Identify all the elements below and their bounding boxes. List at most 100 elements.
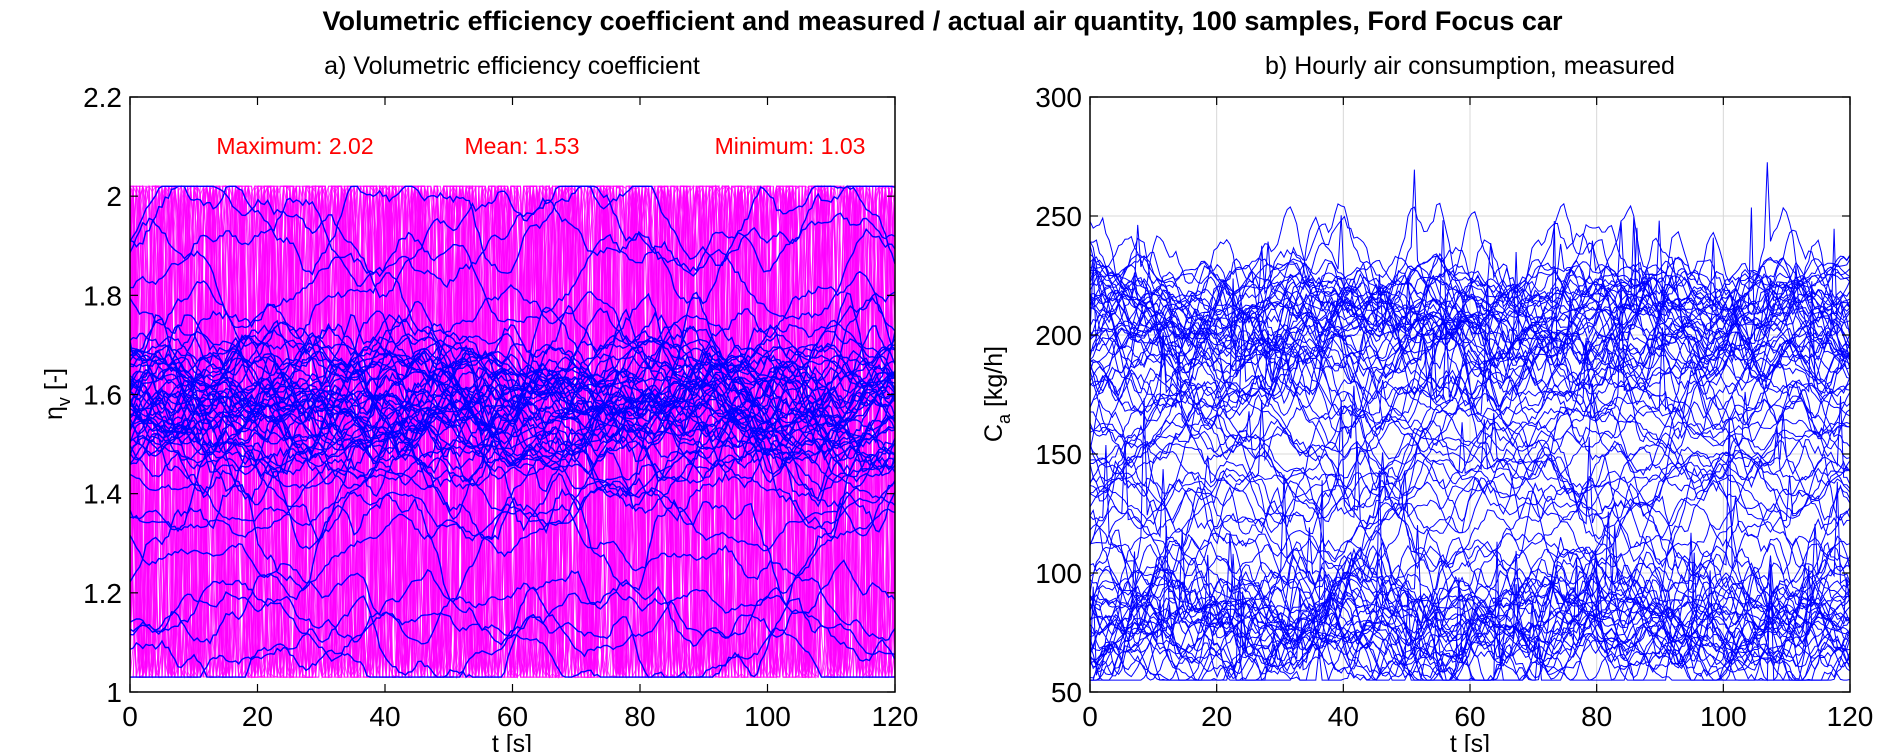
series-line-a-blue [130,280,895,379]
series-line-a-blue [130,372,895,484]
x-tick-label: 40 [369,701,400,732]
series-line-a-blue [130,627,895,678]
y-tick-label: 2 [106,181,122,212]
series-line-b [1090,265,1850,366]
series-line-b [1090,316,1850,451]
series-line-a-blue [130,356,895,461]
series-line-a-blue [130,308,895,453]
x-tick-label: 100 [744,701,791,732]
x-tick-label: 40 [1328,701,1359,732]
series-line-b [1090,566,1850,656]
series-line-b [1090,452,1850,533]
series-line-a-blue [130,185,895,276]
series-line-b [1090,412,1850,486]
series-line-b [1090,398,1850,570]
series-line-a-blue [130,559,895,647]
series-line-b [1090,288,1850,440]
series-line-b [1090,564,1850,645]
series-line-b [1090,380,1850,457]
series-line-b [1090,380,1850,563]
series-line-b [1090,255,1850,321]
series-line-a-blue [130,377,895,464]
series-line-a-blue [130,365,895,460]
y-tick-label: 300 [1035,82,1082,113]
series-line-a-blue [130,197,895,305]
y-tick-label: 200 [1035,320,1082,351]
series-line-b [1090,351,1850,508]
series-line-b [1090,202,1850,390]
ticks-b: 0 20 40 60 80 100 120 50 100 150 200 250 300 [1035,82,1873,732]
chart-title-b: b) Hourly air consumption, measured [1265,52,1675,80]
x-tick-label: 0 [1082,701,1098,732]
series-line-b [1090,594,1850,670]
series-line-a-blue [130,333,895,405]
x-axis-label-b: t [s] [1450,730,1490,752]
series-line-b [1090,235,1850,368]
y-tick-label: 100 [1035,558,1082,589]
y-axis-label-a: ηv [-] [40,368,74,420]
series-line-b [1090,307,1850,413]
series-line-a-blue [130,392,895,490]
series-line-b [1090,224,1850,417]
series-line-b [1090,473,1850,681]
chart-panel-b: 0 20 40 60 80 100 120 50 100 150 200 250 300 b) Hour… [980,52,1873,752]
x-tick-label: 80 [624,701,655,732]
series-line-b [1090,432,1850,522]
series-line-b [1090,265,1850,353]
series-line-b [1090,551,1850,670]
y-tick-label: 1.6 [83,380,122,411]
series-line-b [1090,276,1850,406]
y-tick-label: 1.2 [83,578,122,609]
x-axis-label-a: t [s] [492,730,532,752]
series-line-b [1090,588,1850,681]
series-line-b [1090,383,1850,484]
series-line-b [1090,556,1850,682]
x-tick-label: 0 [122,701,138,732]
series-line-b [1090,346,1850,487]
series-line-a-blue [130,458,895,530]
series-line-a-blue [130,480,895,558]
series-line-b [1090,334,1850,466]
series-line-b [1090,541,1850,681]
series-group-a [130,184,895,680]
series-line-b [1090,449,1850,534]
series-line-b [1090,525,1850,681]
series-line-a-blue [130,374,895,515]
series-line-b [1090,398,1850,636]
x-tick-label: 100 [1700,701,1747,732]
series-line-a-blue [130,569,895,646]
series-line-b [1090,169,1850,404]
y-tick-label: 1 [106,677,122,708]
series-line-a-blue [130,322,895,434]
series-line-b [1090,582,1850,673]
series-line-b [1090,285,1850,369]
x-tick-label: 60 [1454,701,1485,732]
series-line-b [1090,572,1850,648]
figure-title: Volumetric efficiency coefficient and me… [322,6,1563,36]
y-tick-label: 1.4 [83,479,122,510]
series-line-b [1090,532,1850,675]
series-line-b [1090,481,1850,673]
stat-minimum: Minimum: 1.03 [715,133,866,159]
series-line-b [1090,521,1850,653]
x-tick-label: 80 [1581,701,1612,732]
y-tick-label: 50 [1051,677,1082,708]
series-line-a-blue [130,370,895,489]
x-tick-label: 60 [497,701,528,732]
series-line-b [1090,536,1850,676]
x-tick-label: 20 [242,701,273,732]
chart-title-a: a) Volumetric efficiency coefficient [324,52,700,80]
x-tick-label: 120 [872,701,919,732]
stat-maximum: Maximum: 2.02 [216,133,373,159]
series-line-a-magenta [130,184,895,679]
series-line-a-blue [130,419,895,550]
series-line-b [1090,399,1850,541]
chart-panel-a: 0 20 40 60 80 100 120 1 1.2 1.4 1.6 1.8 2 2.2 a) Volu… [40,52,918,752]
series-line-a-blue [130,503,895,584]
series-line-a-blue [130,391,895,468]
series-line-b [1090,466,1850,654]
series-line-b [1090,322,1850,444]
x-tick-label: 120 [1827,701,1874,732]
y-tick-label: 150 [1035,439,1082,470]
